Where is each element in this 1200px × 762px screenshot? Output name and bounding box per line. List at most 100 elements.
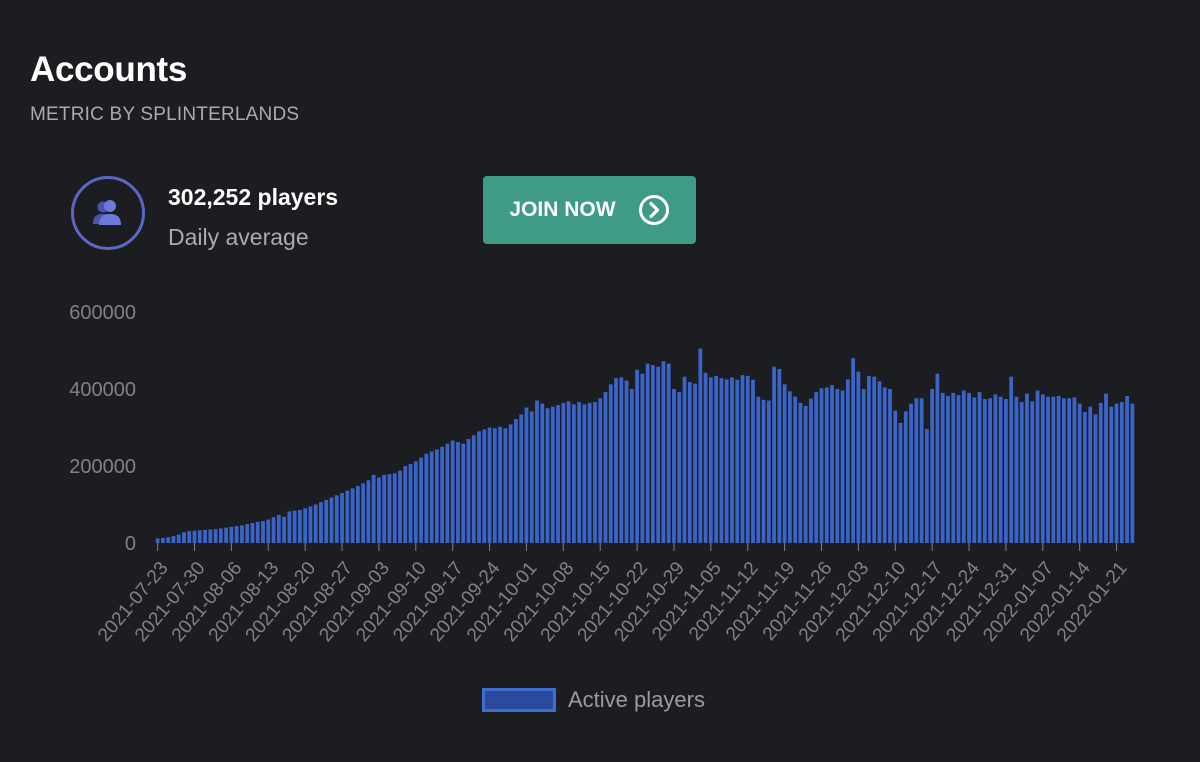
bar (192, 530, 197, 543)
bar (1046, 396, 1050, 543)
bar (893, 410, 898, 543)
users-icon (93, 200, 121, 225)
bar (1051, 396, 1056, 543)
bar (550, 406, 555, 543)
bar (503, 428, 508, 543)
bar (888, 389, 892, 543)
bar (245, 524, 250, 543)
bar (197, 530, 202, 543)
bar (561, 402, 566, 543)
bar (645, 363, 650, 543)
bar (229, 526, 234, 543)
bar (635, 369, 639, 543)
bar (255, 521, 260, 543)
bar (319, 502, 323, 543)
bar (487, 427, 492, 543)
bar (571, 404, 576, 543)
bar (624, 380, 629, 543)
bar (1035, 390, 1040, 543)
bar (403, 466, 408, 543)
bar (809, 398, 813, 544)
page-subtitle: METRIC BY SPLINTERLANDS (30, 104, 300, 125)
bar (740, 375, 745, 543)
bar (450, 440, 455, 543)
bar (1072, 397, 1077, 543)
bar (798, 402, 803, 543)
bar (213, 529, 218, 543)
bar (677, 392, 682, 543)
bar (661, 361, 666, 543)
bar (803, 405, 808, 543)
bar (851, 358, 856, 543)
bar (730, 377, 734, 543)
bar (424, 453, 429, 543)
bar (766, 400, 771, 543)
bar (835, 389, 840, 543)
chevron-right-circle-icon (638, 194, 670, 226)
bar (814, 392, 819, 543)
bar (961, 390, 966, 543)
bar (598, 398, 603, 543)
bar (261, 521, 265, 543)
join-now-button[interactable]: JOIN NOW (483, 176, 696, 244)
bar (292, 510, 297, 543)
users-icon-badge (71, 176, 145, 250)
bar (1009, 376, 1014, 543)
bar (1098, 402, 1103, 543)
bar (756, 396, 761, 543)
bar (708, 377, 713, 543)
bar (745, 375, 750, 543)
bar (566, 401, 571, 543)
join-now-label: JOIN NOW (509, 198, 616, 221)
bar (1093, 414, 1098, 543)
bar (540, 403, 545, 543)
bar (345, 490, 350, 543)
bar (582, 404, 587, 543)
bar (666, 363, 671, 543)
bar (182, 532, 186, 543)
bar (940, 392, 945, 543)
bar (629, 389, 634, 543)
bar (924, 429, 929, 543)
bar (324, 499, 329, 543)
bar (982, 399, 987, 543)
bar (392, 473, 397, 543)
bar (819, 388, 824, 543)
bar (398, 470, 402, 543)
bar (556, 405, 560, 543)
bar (377, 477, 381, 543)
bar (477, 431, 481, 543)
bar (903, 411, 908, 543)
bar (461, 443, 466, 543)
bar (614, 378, 618, 543)
bar (350, 488, 355, 543)
bar (1067, 398, 1072, 543)
bar (714, 375, 719, 543)
bar (919, 398, 924, 543)
bar (440, 446, 445, 543)
bar (366, 480, 371, 543)
bar (988, 398, 992, 543)
bar (603, 392, 608, 543)
bar (608, 384, 613, 543)
bar (355, 486, 360, 543)
legend-label: Active players (568, 687, 705, 712)
bar (166, 537, 171, 543)
bar (693, 383, 697, 543)
bar (429, 451, 434, 543)
y-axis: 0 200000 400000 600000 (69, 302, 136, 555)
bar (287, 511, 292, 543)
bar (1125, 395, 1129, 543)
bar (361, 483, 366, 543)
bar (218, 528, 223, 543)
legend: Active players (482, 687, 705, 713)
bar (187, 531, 192, 543)
bar (298, 509, 302, 543)
bar (967, 392, 971, 543)
bar (1114, 403, 1119, 543)
bar (382, 474, 387, 543)
bar (956, 395, 961, 543)
bar (640, 373, 645, 543)
bar (250, 522, 255, 543)
x-axis: 2021-07-232021-07-302021-08-062021-08-13… (94, 543, 1132, 646)
